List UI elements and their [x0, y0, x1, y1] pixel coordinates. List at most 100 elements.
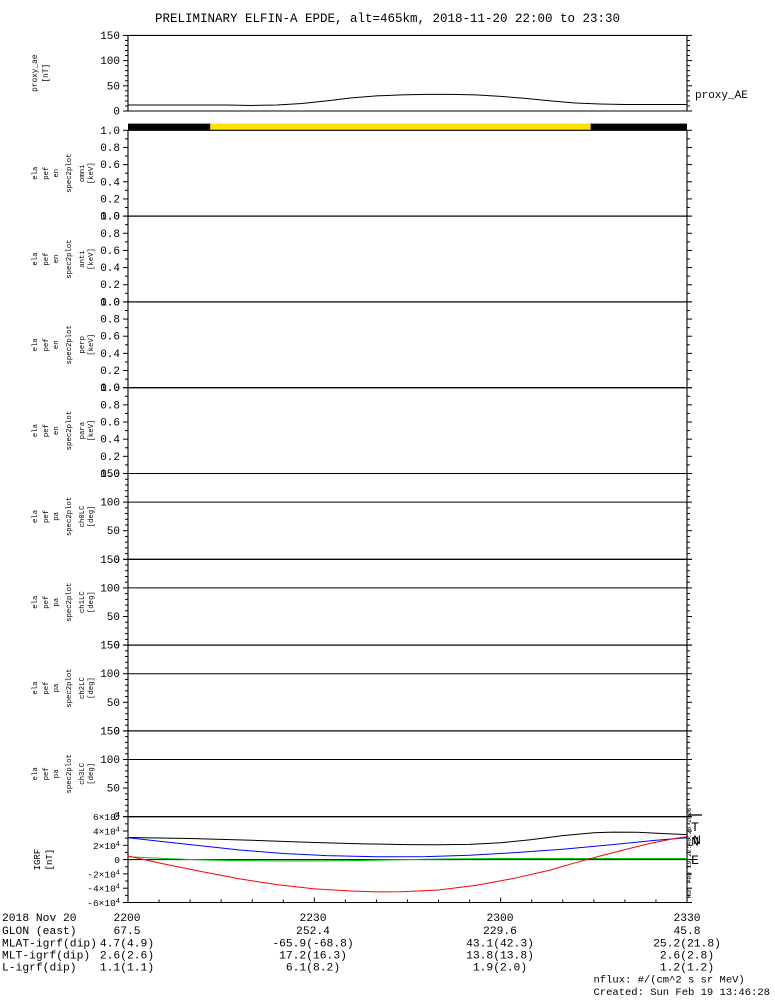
svg-text:pa: pa: [53, 597, 61, 606]
svg-text:[nT]: [nT]: [45, 849, 55, 871]
svg-text:spec2plot: spec2plot: [66, 582, 74, 621]
svg-text:ela: ela: [32, 338, 40, 352]
svg-text:-65.9(-68.8): -65.9(-68.8): [272, 938, 353, 950]
svg-text:1.0: 1.0: [100, 126, 120, 138]
svg-text:0.6: 0.6: [100, 246, 120, 258]
svg-text:ela: ela: [32, 595, 40, 609]
svg-text:spec2plot: spec2plot: [66, 754, 74, 793]
svg-text:0.6: 0.6: [100, 160, 120, 172]
svg-text:nflux: #/(cm^2 s sr MeV): nflux: #/(cm^2 s sr MeV): [594, 974, 745, 986]
svg-text:-2×104: -2×104: [87, 869, 120, 880]
svg-text:50: 50: [107, 81, 120, 93]
svg-text:6.1(8.2): 6.1(8.2): [286, 963, 340, 975]
svg-text:0.8: 0.8: [100, 400, 120, 412]
svg-text:0.2: 0.2: [100, 452, 120, 464]
svg-text:para: para: [79, 421, 87, 439]
svg-text:en: en: [53, 169, 61, 178]
svg-text:[nT]: [nT]: [43, 64, 51, 83]
svg-text:43.1(42.3): 43.1(42.3): [466, 938, 534, 950]
svg-text:PRELIMINARY ELFIN-A EPDE, alt=: PRELIMINARY ELFIN-A EPDE, alt=465km, 201…: [155, 12, 620, 26]
svg-text:pef: pef: [43, 510, 51, 523]
svg-text:150: 150: [100, 469, 120, 481]
svg-text:0.8: 0.8: [100, 229, 120, 241]
svg-text:0.8: 0.8: [100, 315, 120, 327]
svg-text:ch3LC: ch3LC: [79, 762, 87, 785]
svg-text:L-igrf(dip): L-igrf(dip): [2, 963, 77, 975]
svg-text:0.6: 0.6: [100, 332, 120, 344]
svg-text:13.8(13.8): 13.8(13.8): [466, 951, 534, 963]
svg-text:ela: ela: [32, 767, 40, 781]
svg-text:100: 100: [100, 498, 120, 510]
svg-text:pef: pef: [43, 596, 51, 609]
svg-text:1.0: 1.0: [100, 383, 120, 395]
svg-text:spec2plot: spec2plot: [66, 239, 74, 278]
svg-text:0.4: 0.4: [100, 263, 120, 275]
svg-text:[deg]: [deg]: [88, 677, 96, 699]
svg-text:50: 50: [107, 612, 120, 624]
svg-text:67.5: 67.5: [113, 926, 140, 938]
svg-text:perp: perp: [79, 336, 87, 354]
svg-text:17.2(16.3): 17.2(16.3): [279, 951, 347, 963]
svg-text:[keV]: [keV]: [88, 248, 96, 270]
svg-text:0: 0: [113, 107, 120, 119]
svg-text:spec2plot: spec2plot: [66, 153, 74, 192]
svg-text:0.2: 0.2: [100, 280, 120, 292]
svg-text:50: 50: [107, 784, 120, 796]
svg-text:[keV]: [keV]: [88, 334, 96, 356]
svg-text:ela: ela: [32, 681, 40, 695]
svg-text:en: en: [53, 255, 61, 264]
svg-text:pef: pef: [43, 424, 51, 437]
svg-text:229.6: 229.6: [483, 926, 517, 938]
svg-text:pa: pa: [53, 511, 61, 520]
svg-text:2.6(2.6): 2.6(2.6): [100, 951, 154, 963]
svg-text:45.8: 45.8: [673, 926, 700, 938]
svg-text:omni: omni: [79, 164, 87, 182]
svg-text:pa: pa: [53, 769, 61, 778]
svg-text:MLAT-igrf(dip): MLAT-igrf(dip): [2, 938, 97, 950]
svg-text:2018 Nov 20: 2018 Nov 20: [2, 913, 77, 925]
svg-text:N: N: [693, 833, 701, 848]
svg-text:Created: Sun Feb 19 13:46:28 2: Created: Sun Feb 19 13:46:28 2023: [594, 987, 775, 999]
svg-text:[keV]: [keV]: [88, 420, 96, 442]
svg-text:0.2: 0.2: [100, 366, 120, 378]
svg-text:pa: pa: [53, 683, 61, 692]
svg-text:-4×104: -4×104: [87, 884, 120, 895]
svg-text:-6×104: -6×104: [87, 898, 120, 909]
svg-text:ela: ela: [32, 252, 40, 266]
svg-text:pef: pef: [43, 681, 51, 694]
svg-text:2.6(2.8): 2.6(2.8): [660, 951, 714, 963]
svg-text:[deg]: [deg]: [88, 763, 96, 785]
svg-text:spec2plot: spec2plot: [66, 668, 74, 707]
svg-text:proxy_AE: proxy_AE: [695, 90, 748, 102]
svg-text:100: 100: [100, 56, 120, 68]
svg-text:100: 100: [100, 755, 120, 767]
svg-text:MLT-igrf(dip): MLT-igrf(dip): [2, 951, 90, 963]
svg-text:0.2: 0.2: [100, 194, 120, 206]
svg-text:100: 100: [100, 669, 120, 681]
svg-text:ela: ela: [32, 509, 40, 523]
svg-text:pef: pef: [43, 338, 51, 351]
svg-text:0: 0: [114, 855, 120, 866]
svg-text:spec2plot: spec2plot: [66, 411, 74, 450]
svg-text:0.4: 0.4: [100, 435, 120, 447]
svg-text:1.1(1.1): 1.1(1.1): [100, 963, 154, 975]
svg-text:100: 100: [100, 583, 120, 595]
svg-text:25.2(21.8): 25.2(21.8): [653, 938, 721, 950]
svg-text:pef: pef: [43, 167, 51, 180]
svg-text:2200: 2200: [113, 913, 140, 925]
svg-text:pef: pef: [43, 252, 51, 265]
svg-text:en: en: [53, 340, 61, 349]
svg-text:0.4: 0.4: [100, 177, 120, 189]
svg-text:1.0: 1.0: [100, 297, 120, 309]
svg-text:ch1LC: ch1LC: [79, 591, 87, 614]
svg-text:2330: 2330: [673, 913, 700, 925]
svg-text:0.8: 0.8: [100, 143, 120, 155]
svg-text:1.9(2.0): 1.9(2.0): [473, 963, 527, 975]
svg-text:IGRF: IGRF: [33, 849, 43, 871]
svg-text:150: 150: [100, 31, 120, 43]
svg-text:252.4: 252.4: [296, 926, 330, 938]
svg-text:en: en: [53, 426, 61, 435]
svg-text:ela: ela: [32, 166, 40, 180]
svg-text:E: E: [691, 853, 699, 868]
svg-text:pef: pef: [43, 767, 51, 780]
